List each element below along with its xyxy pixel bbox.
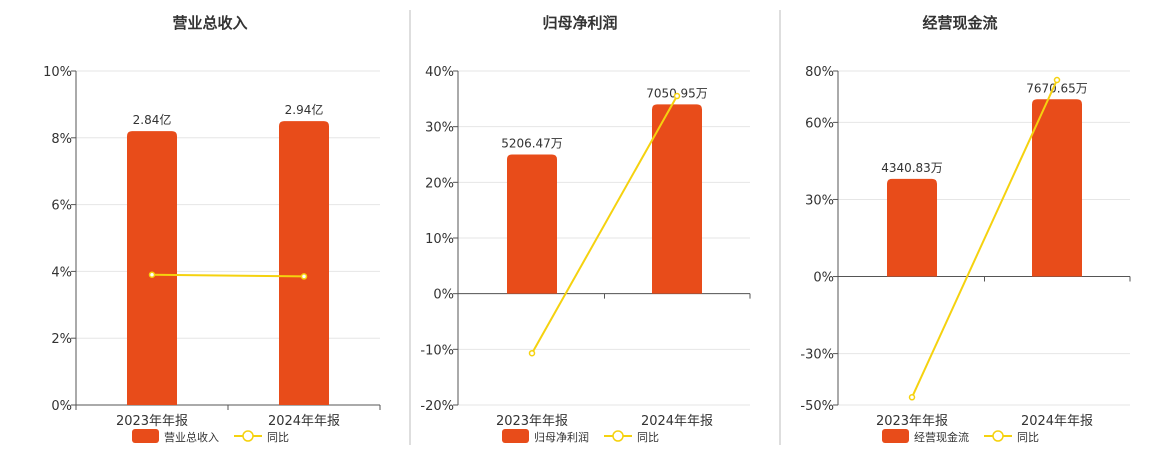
legend-bar-label: 经营现金流 xyxy=(914,430,969,444)
yoy-point xyxy=(673,92,681,100)
y-tick-label: -10% xyxy=(420,343,454,358)
legend-line-label: 同比 xyxy=(267,431,289,444)
chart-title: 营业总收入 xyxy=(172,14,247,32)
y-tick-label: 10% xyxy=(43,65,72,80)
chart-title: 归母净利润 xyxy=(542,14,617,32)
bar xyxy=(507,154,557,294)
yoy-point xyxy=(528,349,536,357)
bar-data-label: 2.94亿 xyxy=(285,102,324,117)
y-tick-label: 2% xyxy=(51,332,72,347)
y-tick-label: 0% xyxy=(433,288,454,303)
bar xyxy=(1032,99,1082,277)
yoy-line xyxy=(531,95,678,354)
bar xyxy=(652,104,702,294)
chart-title: 经营现金流 xyxy=(922,14,997,32)
y-tick-label: 40% xyxy=(425,65,454,80)
y-tick-label: -30% xyxy=(800,348,834,363)
legend-line-label: 同比 xyxy=(1017,431,1039,444)
y-tick-label: 4% xyxy=(51,265,72,280)
bar-data-label: 5206.47万 xyxy=(501,137,563,151)
y-tick-label: -20% xyxy=(420,399,454,414)
y-tick-label: 60% xyxy=(805,116,834,131)
y-tick-label: 30% xyxy=(425,121,454,136)
x-tick-label: 2023年年报 xyxy=(116,414,188,429)
y-tick-label: 10% xyxy=(425,232,454,247)
y-tick-label: 80% xyxy=(805,65,834,80)
x-tick-label: 2024年年报 xyxy=(268,414,340,429)
y-tick-label: 0% xyxy=(813,271,834,286)
x-tick-label: 2024年年报 xyxy=(641,414,713,429)
yoy-point xyxy=(148,271,156,278)
legend-line-marker xyxy=(612,430,624,442)
yoy-line xyxy=(911,79,1058,398)
bar xyxy=(279,121,329,405)
yoy-point xyxy=(908,394,916,401)
legend-bar-swatch xyxy=(502,429,529,443)
yoy-point xyxy=(300,273,308,280)
yoy-point xyxy=(1053,76,1061,84)
yoy-line xyxy=(151,273,305,278)
legend-bar-swatch xyxy=(882,429,909,443)
legend-bar-swatch xyxy=(132,429,159,443)
y-tick-label: -50% xyxy=(800,399,834,414)
y-tick-label: 0% xyxy=(51,399,72,414)
legend-line-label: 同比 xyxy=(637,431,659,444)
x-tick-label: 2023年年报 xyxy=(876,414,948,429)
y-tick-label: 30% xyxy=(805,193,834,208)
bar xyxy=(887,178,937,277)
bar-data-label: 4340.83万 xyxy=(881,161,943,175)
legend-line-marker xyxy=(242,430,254,442)
legend-bar-label: 归母净利润 xyxy=(534,430,589,444)
legend-bar-label: 营业总收入 xyxy=(164,430,219,444)
bar-data-label: 2.84亿 xyxy=(133,112,172,127)
y-tick-label: 8% xyxy=(51,132,72,147)
y-tick-label: 6% xyxy=(51,199,72,214)
x-tick-label: 2023年年报 xyxy=(496,414,568,429)
legend-line-marker xyxy=(992,430,1004,442)
bar-data-label: 7670.65万 xyxy=(1026,81,1088,95)
bar xyxy=(127,131,177,405)
x-tick-label: 2024年年报 xyxy=(1021,414,1093,429)
y-tick-label: 20% xyxy=(425,176,454,191)
